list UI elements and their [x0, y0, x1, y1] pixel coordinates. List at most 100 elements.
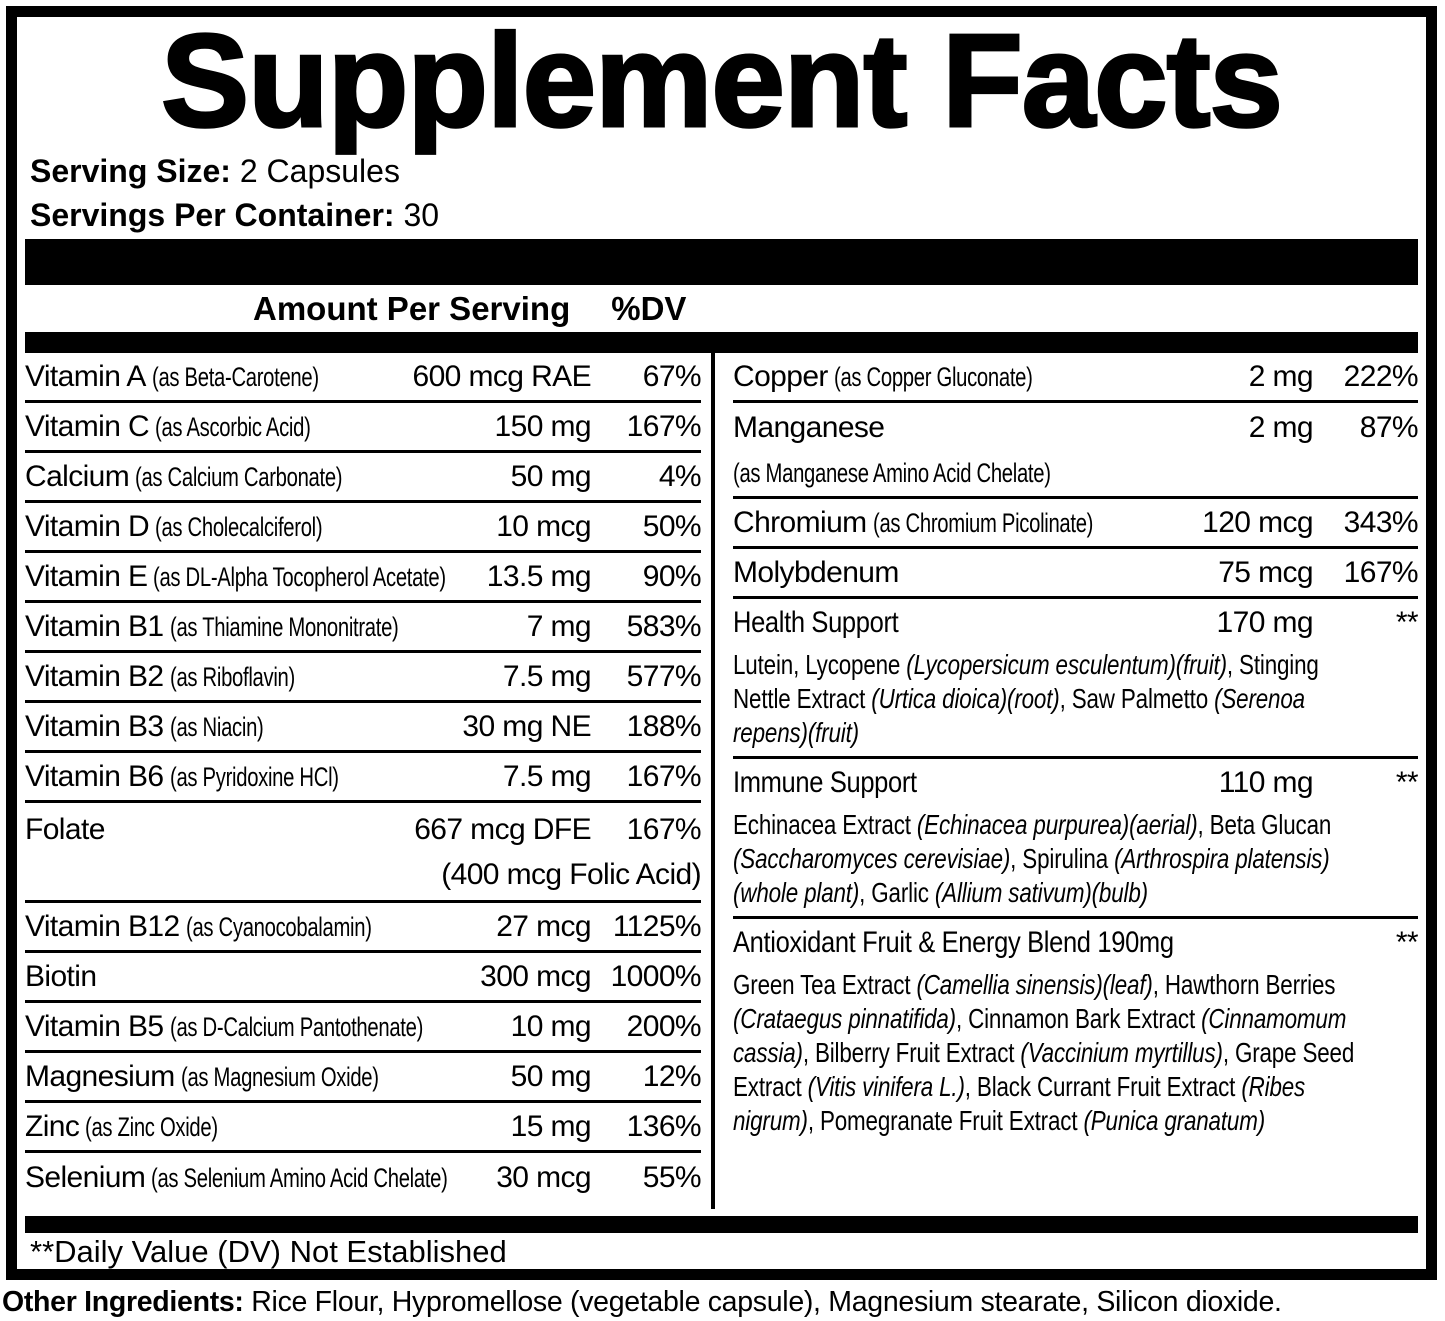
nutrient-dv: 167%: [626, 812, 702, 846]
nutrient-amount: 50 mg: [510, 459, 592, 493]
nutrient-name-text: Vitamin A: [25, 359, 146, 393]
nutrient-dv: 222%: [1343, 359, 1418, 393]
table-row-vitamin-b12: Vitamin B12 (as Cyanocobalamin) 27 mcg 1125…: [25, 903, 702, 953]
nutrient-amount: 13.5 mg: [486, 559, 592, 593]
nutrient-dv: 188%: [626, 709, 702, 743]
nutrient-amount: 7.5 mg: [502, 659, 592, 693]
nutrient-name: Magnesium (as Magnesium Oxide): [25, 1060, 406, 1094]
nutrient-form: (as Thiamine Mononitrate): [169, 611, 399, 642]
servings-per-container-line: Servings Per Container: 30: [30, 193, 1426, 237]
nutrient-name: Vitamin B3 (as Niacin): [25, 710, 406, 744]
other-ingredients-label: Other Ingredients:: [2, 1286, 244, 1318]
nutrient-amount: 7.5 mg: [502, 759, 592, 793]
blend-dv: **: [1395, 606, 1418, 639]
table-row-chromium: Chromium (as Chromium Picolinate) 120 mcg 3…: [733, 499, 1418, 549]
divider-bar-top: [25, 239, 1418, 285]
blend-ingredients: Echinacea Extract (Echinacea purpurea)(a…: [733, 809, 1332, 908]
page-title: Supplement Facts: [160, 7, 1285, 154]
blend-amount: 110 mg: [1218, 766, 1314, 799]
nutrient-dv: 50%: [642, 509, 702, 543]
table-row-biotin: Biotin 300 mcg 1000%: [25, 953, 702, 1003]
nutrient-amount: 30 mg NE: [462, 709, 591, 743]
nutrient-name: Vitamin B1 (as Thiamine Mononitrate): [25, 610, 406, 644]
nutrient-amount: 30 mcg: [496, 1161, 591, 1194]
nutrient-amount: 15 mg: [510, 1109, 592, 1143]
column-header-row: Amount Per Serving %DV: [17, 285, 1426, 332]
folate-secondary-amount: (400 mcg Folic Acid): [441, 858, 701, 891]
table-row-manganese: Manganese 2 mg 87% (as Manganese Amino Aci…: [733, 403, 1418, 499]
nutrient-name-text: Copper: [733, 359, 828, 393]
blend-section-health-support: Health Support 170 mg ** Lutein, Lycopene …: [733, 599, 1418, 759]
blend-amount: 170 mg: [1216, 606, 1314, 639]
nutrient-dv: 136%: [626, 1109, 702, 1143]
nutrient-name: Vitamin B12 (as Cyanocobalamin): [25, 910, 406, 944]
nutrient-name: Biotin: [25, 960, 406, 994]
nutrient-amount: 10 mcg: [496, 509, 591, 543]
nutrient-name: Zinc (as Zinc Oxide): [25, 1110, 406, 1144]
nutrient-name-text: Biotin: [25, 959, 97, 993]
nutrient-name: Vitamin C (as Ascorbic Acid): [25, 410, 406, 444]
nutrients-table: Vitamin A (as Beta-Carotene) 600 mcg RAE 67…: [25, 353, 1418, 1209]
nutrient-dv: 67%: [642, 359, 702, 393]
nutrient-dv: 167%: [626, 759, 702, 793]
nutrient-amount: 10 mg: [510, 1009, 592, 1043]
table-row-molybdenum: Molybdenum 75 mcg 167%: [733, 549, 1418, 599]
nutrient-amount: 27 mcg: [496, 909, 591, 943]
blend-title-text: Health Support: [733, 606, 899, 639]
blend-dv: **: [1395, 926, 1418, 959]
table-row-vitamin-b1: Vitamin B1 (as Thiamine Mononitrate) 7 mg 5…: [25, 603, 702, 653]
nutrient-dv: 1125%: [612, 909, 702, 943]
nutrient-form: (as Chromium Picolinate): [872, 507, 1093, 538]
nutrient-name-text: Vitamin B6: [25, 759, 164, 793]
nutrient-name-text: Vitamin B1: [25, 609, 164, 643]
blend-section-antioxidant: Antioxidant Fruit & Energy Blend 190mg **…: [733, 919, 1418, 1144]
nutrient-amount: 50 mg: [510, 1059, 592, 1093]
nutrient-name: Molybdenum: [733, 556, 1133, 590]
nutrient-form: (as Magnesium Oxide): [180, 1061, 379, 1092]
nutrient-name: Calcium (as Calcium Carbonate): [25, 460, 406, 494]
nutrient-name: Vitamin D (as Cholecalciferol): [25, 510, 406, 544]
nutrient-amount: 300 mcg: [480, 959, 591, 993]
nutrient-form: (as Beta-Carotene): [151, 361, 319, 392]
nutrient-form: (as Cholecalciferol): [155, 511, 323, 542]
other-ingredients-line: Other Ingredients: Rice Flour, Hypromell…: [2, 1286, 1445, 1319]
blend-section-immune-support: Immune Support 110 mg ** Echinacea Extract…: [733, 759, 1418, 919]
table-row-selenium: Selenium (as Selenium Amino Acid Chelate)…: [25, 1153, 702, 1203]
nutrient-form: (as DL-Alpha Tocopherol Acetate): [153, 561, 447, 592]
nutrient-name: Vitamin E (as DL-Alpha Tocopherol Acetate…: [25, 560, 447, 594]
nutrient-amount: 2 mg: [1248, 359, 1314, 393]
nutrient-form: (as Ascorbic Acid): [155, 411, 311, 442]
nutrient-amount: 2 mg: [1248, 410, 1314, 444]
nutrient-dv: 167%: [1343, 555, 1418, 589]
nutrient-name: Folate: [25, 812, 105, 846]
other-ingredients-value: Rice Flour, Hypromellose (vegetable caps…: [251, 1286, 1282, 1318]
table-row-zinc: Zinc (as Zinc Oxide) 15 mg 136%: [25, 1103, 702, 1153]
blend-title: Health Support: [733, 606, 1133, 640]
nutrient-name-text: Vitamin D: [25, 509, 150, 543]
amount-per-serving-header: Amount Per Serving: [253, 289, 571, 327]
serving-info: Serving Size: 2 Capsules Servings Per Co…: [30, 149, 1426, 237]
nutrient-form: (as Riboflavin): [169, 661, 295, 692]
divider-bar-bottom: [25, 1216, 1418, 1233]
nutrient-dv: 167%: [626, 409, 702, 443]
percent-dv-header: %DV: [611, 289, 687, 327]
nutrient-name-text: Vitamin B12: [25, 909, 180, 943]
nutrient-amount: 120 mcg: [1202, 505, 1313, 539]
nutrient-amount: 150 mg: [494, 409, 592, 443]
nutrient-form: (as Cyanocobalamin): [185, 911, 372, 942]
nutrient-form: (as Calcium Carbonate): [135, 461, 343, 492]
nutrient-form: (as Copper Gluconate): [833, 361, 1033, 392]
table-row-vitamin-e: Vitamin E (as DL-Alpha Tocopherol Acetate…: [25, 553, 702, 603]
nutrient-amount: 7 mg: [526, 609, 592, 643]
nutrient-name: Copper (as Copper Gluconate): [733, 360, 1133, 394]
table-row-vitamin-b2: Vitamin B2 (as Riboflavin) 7.5 mg 577%: [25, 653, 702, 703]
table-row-vitamin-d: Vitamin D (as Cholecalciferol) 10 mcg 50%: [25, 503, 702, 553]
blend-ingredients: Green Tea Extract (Camellia sinensis)(le…: [733, 969, 1355, 1136]
nutrient-dv: 200%: [626, 1009, 702, 1043]
nutrient-name-text: Molybdenum: [733, 555, 899, 589]
nutrient-dv: 577%: [626, 659, 702, 693]
nutrient-form: (as Zinc Oxide): [85, 1111, 219, 1142]
divider-bar-header: [25, 332, 1418, 353]
nutrient-dv: 1000%: [610, 959, 702, 993]
table-row-vitamin-c: Vitamin C (as Ascorbic Acid) 150 mg 167%: [25, 403, 702, 453]
